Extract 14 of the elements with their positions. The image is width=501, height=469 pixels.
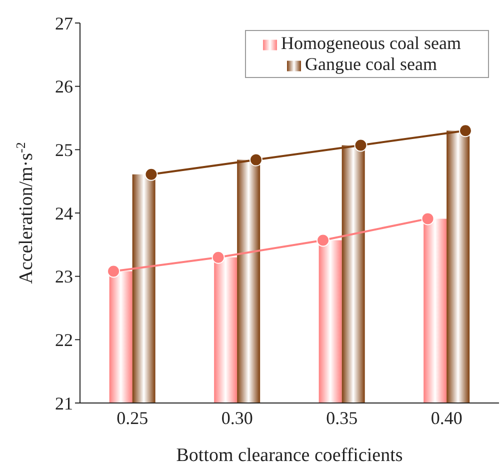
y-tick-label: 26: [55, 76, 73, 97]
x-tick-label: 0.35: [326, 408, 358, 428]
y-tick-label: 21: [55, 393, 73, 414]
x-tick-label: 0.25: [116, 408, 148, 428]
legend-label: Gangue coal seam: [305, 54, 437, 74]
y-tick-label: 23: [55, 266, 73, 287]
y-tick-label: 22: [55, 330, 73, 350]
x-tick-label: 0.40: [430, 408, 462, 428]
x-tick-label: 0.30: [221, 408, 253, 428]
y-tick-label: 24: [55, 203, 73, 224]
legend-label: Homogeneous coal seam: [281, 33, 461, 53]
y-tick-label: 25: [55, 140, 73, 160]
x-axis-title: Bottom clearance coefficients: [176, 445, 403, 466]
y-tick-label: 27: [55, 13, 73, 34]
